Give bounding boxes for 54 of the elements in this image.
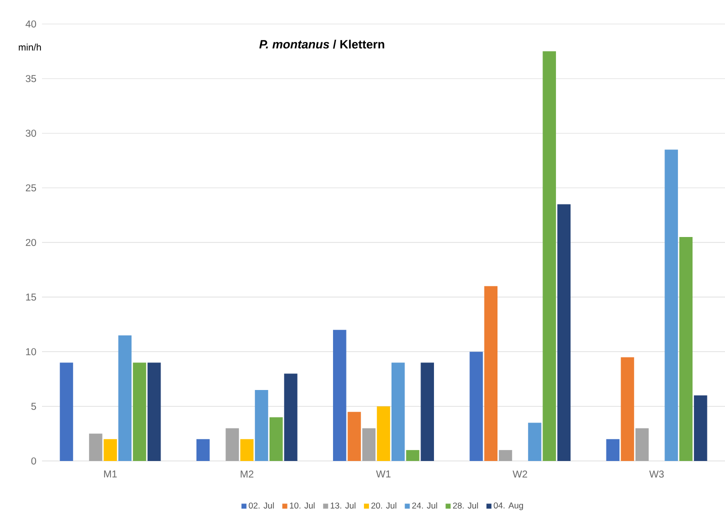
bar xyxy=(542,51,556,461)
y-tick-label: 20 xyxy=(26,238,36,246)
legend-label: 20. Jul xyxy=(371,502,396,509)
y-tick-label: 35 xyxy=(26,75,36,82)
x-tick-label: M2 xyxy=(240,470,254,478)
bar xyxy=(498,450,512,461)
legend-label: 28. Jul xyxy=(453,502,478,509)
x-tick-label: W1 xyxy=(376,470,391,478)
bar xyxy=(420,362,434,461)
y-tick-label: 0 xyxy=(31,457,36,465)
y-tick-label: 15 xyxy=(26,294,36,301)
bar xyxy=(557,204,571,461)
bar xyxy=(679,237,693,461)
bar xyxy=(118,335,132,461)
bar xyxy=(391,362,405,461)
bar xyxy=(528,422,542,461)
bar xyxy=(254,390,268,461)
bar xyxy=(376,406,390,461)
bar xyxy=(196,439,210,461)
text: P. montanus / Klettern xyxy=(259,40,384,49)
bar xyxy=(240,439,254,461)
y-tick-label: 5 xyxy=(31,402,36,410)
bar xyxy=(333,330,346,461)
x-tick-label: M1 xyxy=(104,470,117,478)
y-tick-label: 40 xyxy=(26,20,36,28)
bar xyxy=(406,450,420,461)
legend-label: 02. Jul xyxy=(248,502,274,509)
bar xyxy=(470,352,483,461)
bar xyxy=(694,395,708,461)
x-tick-label: W2 xyxy=(512,470,528,478)
bar xyxy=(620,357,634,461)
y-tick-label: 25 xyxy=(26,184,36,192)
x-tick-label: W3 xyxy=(649,470,664,478)
bar xyxy=(89,434,102,461)
bar xyxy=(270,417,283,461)
legend-label: 10. Jul xyxy=(290,502,315,509)
bar xyxy=(104,439,117,461)
bar xyxy=(484,286,498,461)
bar xyxy=(284,374,298,461)
y-axis-title: min/h xyxy=(18,44,41,51)
bar xyxy=(635,428,649,461)
bar xyxy=(348,412,361,461)
bar xyxy=(60,362,74,461)
y-tick-label: 30 xyxy=(26,130,36,137)
bar xyxy=(362,428,376,461)
legend-label: 04. Aug xyxy=(494,502,523,510)
bar xyxy=(664,150,678,461)
legend-label: 13. Jul xyxy=(330,502,356,509)
bar xyxy=(132,362,146,461)
y-tick-label: 10 xyxy=(26,348,36,356)
legend-label: 24. Jul xyxy=(412,502,438,509)
bar xyxy=(606,439,620,461)
bar xyxy=(148,362,161,461)
bar xyxy=(226,428,239,461)
